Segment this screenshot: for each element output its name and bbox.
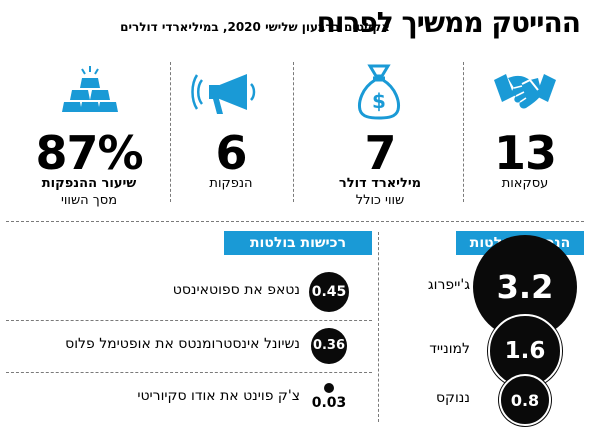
- chart-title: רכישות בולטות: [224, 231, 372, 255]
- bubble-category-label: נשיונל אינסטרומנטס את אופטימל פלוס: [65, 336, 300, 352]
- page-title: ההייטק ממשיך לפרוח: [316, 6, 581, 39]
- bubble-mark: 0.8: [499, 374, 551, 426]
- row-divider: [6, 372, 372, 373]
- row-divider: [6, 320, 372, 321]
- stat-value: $ 7 מיליארד דולר שווי כולל: [300, 62, 460, 212]
- stat-divider: [293, 62, 294, 202]
- bubble-value-label: 0.8: [510, 390, 540, 410]
- bubble-category-label: ננוקס: [435, 390, 470, 406]
- stat-ipo-share-value: 87%: [35, 126, 143, 180]
- stat-value-label: מיליארד דולר: [338, 176, 422, 191]
- stat-divider: [463, 62, 464, 202]
- stat-deals-value: 13: [493, 126, 557, 180]
- money-bag-icon: $: [358, 64, 400, 120]
- bubble-category-label: ג'ייפרוג: [427, 277, 470, 293]
- svg-text:$: $: [372, 89, 386, 113]
- stat-deals: 13 עסקאות: [470, 62, 580, 197]
- stat-ipos-label: הנפקות: [209, 176, 253, 191]
- handshake-icon: [494, 74, 556, 109]
- stat-ipos-value: 6: [215, 126, 247, 180]
- stat-value-sublabel: שווי כולל: [355, 193, 405, 208]
- bubble-category-label: למונייד: [429, 341, 470, 357]
- stat-value-value: 7: [364, 126, 396, 180]
- bubble-value-label: 0.03: [311, 395, 347, 412]
- bubble-category-label: נטאפ את ספוטאינסט: [172, 282, 300, 298]
- bubble-mark: 3.2: [473, 235, 577, 339]
- bubble-value-label: 3.2: [496, 268, 554, 306]
- bubble-mark: 0.36: [311, 328, 347, 364]
- bubble-mark: [323, 382, 335, 394]
- bubble-category-label: צ'ק פוינט את אודו סקיוריטי: [137, 388, 300, 404]
- stat-ipos: 6 הנפקות: [175, 62, 287, 197]
- gold-bars-icon: [62, 66, 118, 112]
- bubble-value-label: 1.6: [504, 337, 546, 364]
- stat-deals-label: עסקאות: [501, 176, 549, 191]
- bubble-value-label: 0.36: [312, 338, 346, 354]
- stat-ipo-share: 87% שיעור ההנפקות מסך השווי: [14, 62, 164, 212]
- section-divider: [6, 221, 584, 222]
- stat-ipo-share-label: שיעור ההנפקות: [41, 176, 137, 191]
- megaphone-icon: [191, 74, 256, 114]
- section-divider: [378, 232, 379, 422]
- bubble-value-label: 0.45: [311, 284, 347, 300]
- bubble-mark: 0.45: [309, 272, 349, 312]
- stat-divider: [170, 62, 171, 202]
- stat-ipo-share-sublabel: מסך השווי: [60, 193, 118, 208]
- page-subtitle: אקזיטים ברבעון שלישי 2020, במיליארדי דול…: [120, 20, 390, 34]
